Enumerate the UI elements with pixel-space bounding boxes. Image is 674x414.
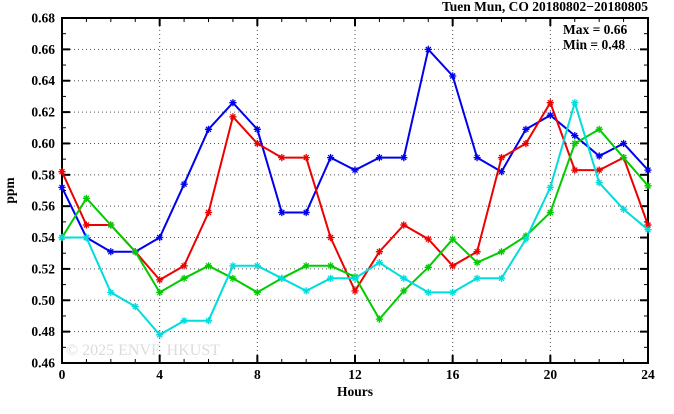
- y-tick-label: 0.68: [31, 11, 55, 26]
- x-tick-label: 0: [59, 367, 66, 382]
- max-annotation: Max = 0.66: [563, 22, 628, 37]
- x-tick-label: 8: [254, 367, 261, 382]
- x-axis-label: Hours: [337, 384, 373, 399]
- min-annotation: Min = 0.48: [563, 37, 625, 52]
- y-tick-label: 0.54: [31, 230, 55, 245]
- y-axis-label: ppm: [2, 177, 17, 204]
- y-tick-label: 0.64: [31, 73, 55, 88]
- x-tick-label: 24: [641, 367, 655, 382]
- y-tick-label: 0.46: [31, 356, 55, 371]
- series-markers-blue: [58, 45, 652, 256]
- y-tick-label: 0.50: [31, 293, 55, 308]
- series-markers-cyan: [58, 99, 652, 339]
- x-tick-label: 12: [348, 367, 362, 382]
- y-tick-label: 0.58: [31, 167, 55, 182]
- y-tick-label: 0.60: [31, 136, 55, 151]
- chart-title: Tuen Mun, CO 20180802−20180805: [442, 0, 648, 14]
- x-tick-label: 16: [446, 367, 460, 382]
- watermark-text: © 2025 ENVF, HKUST: [66, 342, 220, 359]
- x-tick-label: 4: [156, 367, 163, 382]
- y-tick-label: 0.52: [31, 261, 55, 276]
- y-tick-label: 0.62: [31, 105, 55, 120]
- x-tick-label: 20: [544, 367, 558, 382]
- y-tick-label: 0.56: [31, 199, 55, 214]
- y-tick-label: 0.48: [31, 324, 55, 339]
- y-tick-label: 0.66: [31, 42, 55, 57]
